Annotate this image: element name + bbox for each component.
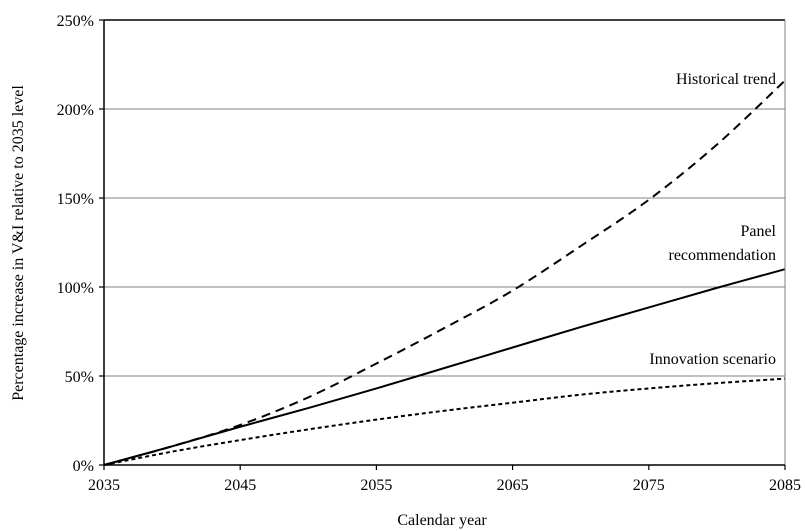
x-tick-label: 2065 — [497, 477, 529, 494]
annotation-innovation-scenario: Innovation scenario — [649, 351, 776, 368]
series-line-panel-recommendation — [103, 268, 786, 466]
x-tick-label: 2075 — [633, 477, 665, 494]
y-tick-label: 50% — [65, 369, 94, 386]
y-axis-title: Percentage increase in V&I relative to 2… — [10, 85, 27, 401]
annotation-panel-recommendation-line2: recommendation — [668, 247, 776, 264]
x-tick-label: 2055 — [360, 477, 392, 494]
axes — [99, 19, 786, 470]
y-tick-label: 0% — [73, 458, 94, 475]
x-tick-label: 2045 — [224, 477, 256, 494]
gridlines — [104, 108, 785, 377]
y-tick-label: 100% — [57, 280, 94, 297]
x-tick-label: 2085 — [769, 477, 801, 494]
annotation-panel-recommendation-line1: Panel — [740, 223, 776, 240]
y-tick-label: 250% — [57, 13, 94, 30]
x-axis-title: Calendar year — [397, 512, 487, 529]
x-tick-label: 2035 — [88, 477, 120, 494]
series-lines — [103, 79, 786, 466]
y-tick-label: 200% — [57, 102, 94, 119]
series-line-innovation-scenario — [103, 377, 786, 466]
x-tick-labels: 2035 2045 2055 2065 2075 2085 — [88, 477, 801, 494]
y-tick-labels: 0% 50% 100% 150% 200% 250% — [57, 13, 94, 475]
y-tick-label: 150% — [57, 191, 94, 208]
annotation-historical-trend: Historical trend — [676, 71, 776, 88]
